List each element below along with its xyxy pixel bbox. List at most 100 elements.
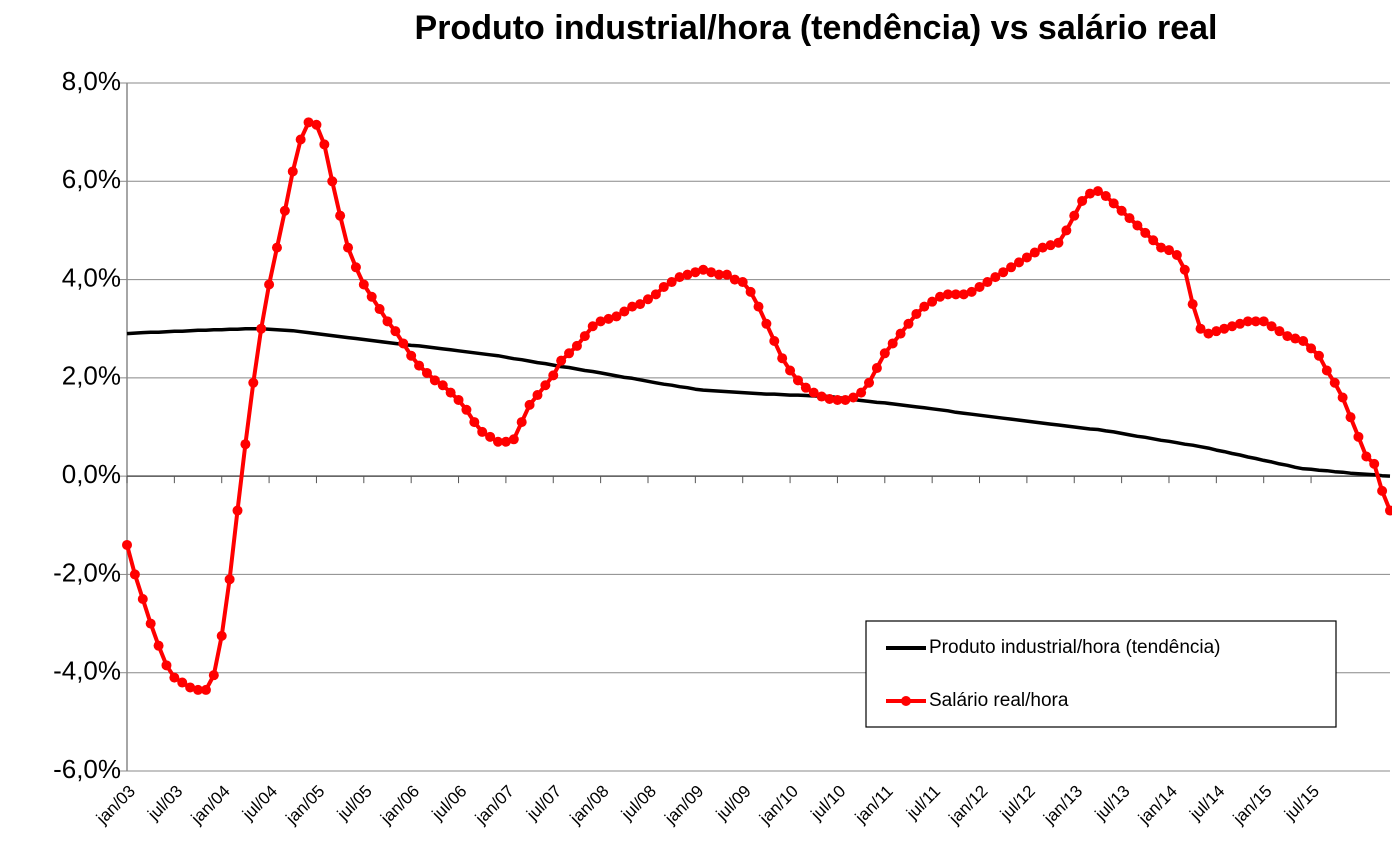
data-point bbox=[1203, 328, 1214, 339]
data-point bbox=[1313, 350, 1324, 361]
data-point bbox=[493, 436, 504, 447]
x-tick-label: jan/06 bbox=[376, 782, 423, 829]
data-point bbox=[1069, 210, 1080, 221]
data-point bbox=[627, 301, 638, 312]
data-point bbox=[232, 505, 243, 516]
data-point bbox=[414, 360, 425, 371]
x-tick-label: jul/11 bbox=[902, 782, 944, 824]
data-point bbox=[619, 306, 630, 317]
data-point bbox=[1021, 252, 1032, 263]
data-point bbox=[935, 291, 946, 302]
data-point bbox=[1345, 412, 1356, 423]
data-point bbox=[169, 672, 180, 683]
data-point bbox=[200, 684, 211, 695]
data-point bbox=[816, 391, 827, 402]
data-point bbox=[1385, 505, 1392, 516]
data-point bbox=[1195, 323, 1206, 334]
data-point bbox=[777, 353, 788, 364]
x-tick-label: jul/03 bbox=[143, 782, 186, 825]
data-point bbox=[1235, 318, 1246, 329]
data-point bbox=[1006, 262, 1017, 273]
data-point bbox=[840, 394, 851, 405]
data-point bbox=[358, 279, 369, 290]
data-point bbox=[532, 390, 543, 401]
data-point bbox=[1290, 333, 1301, 344]
series-line bbox=[125, 120, 1392, 692]
data-point bbox=[429, 375, 440, 386]
data-point bbox=[1163, 245, 1174, 256]
data-point bbox=[1179, 264, 1190, 275]
data-point bbox=[1369, 458, 1380, 469]
data-point bbox=[666, 277, 677, 288]
data-point bbox=[1211, 326, 1222, 337]
data-point bbox=[879, 348, 890, 359]
y-tick-label: 0,0% bbox=[62, 459, 121, 489]
data-point bbox=[706, 267, 717, 278]
data-point bbox=[524, 399, 535, 410]
data-point bbox=[1258, 316, 1269, 327]
x-tick-label: jul/05 bbox=[333, 782, 376, 825]
data-point bbox=[382, 316, 393, 327]
data-point bbox=[990, 272, 1001, 283]
data-point bbox=[287, 166, 298, 177]
data-point bbox=[1282, 331, 1293, 342]
x-tick-label: jul/08 bbox=[617, 782, 660, 825]
data-point bbox=[1085, 188, 1096, 199]
data-point bbox=[327, 176, 338, 187]
x-tick-label: jul/09 bbox=[712, 782, 755, 825]
legend-label: Salário real/hora bbox=[929, 690, 1069, 711]
data-point bbox=[950, 289, 961, 300]
data-point bbox=[556, 355, 567, 366]
data-point bbox=[208, 670, 219, 681]
chart-title: Produto industrial/hora (tendência) vs s… bbox=[415, 9, 1218, 47]
x-tick-label: jul/07 bbox=[522, 782, 565, 825]
data-point bbox=[406, 350, 417, 361]
data-point bbox=[153, 640, 164, 651]
x-tick-label: jan/07 bbox=[471, 782, 518, 829]
data-point bbox=[650, 289, 661, 300]
x-tick-label: jan/11 bbox=[851, 782, 897, 828]
y-tick-label: 6,0% bbox=[62, 164, 121, 194]
data-point bbox=[745, 286, 756, 297]
data-point bbox=[271, 242, 282, 253]
data-point bbox=[1156, 242, 1167, 253]
data-point bbox=[792, 375, 803, 386]
data-point bbox=[919, 301, 930, 312]
data-point bbox=[595, 316, 606, 327]
data-point bbox=[587, 321, 598, 332]
data-point bbox=[248, 377, 259, 388]
data-point bbox=[129, 569, 140, 580]
data-point bbox=[1092, 186, 1103, 197]
data-point bbox=[1045, 240, 1056, 251]
data-point bbox=[1132, 220, 1143, 231]
data-point bbox=[658, 281, 669, 292]
data-point bbox=[122, 539, 132, 550]
data-point bbox=[1100, 191, 1111, 202]
data-point bbox=[461, 404, 472, 415]
data-point bbox=[769, 336, 780, 346]
data-point bbox=[137, 594, 148, 604]
data-point bbox=[579, 331, 590, 342]
data-point bbox=[998, 267, 1009, 278]
data-point bbox=[911, 308, 922, 319]
data-point bbox=[398, 338, 409, 349]
data-point bbox=[1061, 225, 1072, 236]
data-point bbox=[1053, 237, 1064, 248]
x-tick-label: jan/05 bbox=[282, 782, 329, 829]
data-point bbox=[374, 304, 385, 315]
data-point bbox=[264, 279, 275, 290]
data-point bbox=[611, 311, 622, 322]
data-point bbox=[729, 274, 740, 285]
data-point bbox=[635, 299, 646, 310]
legend-marker bbox=[901, 696, 911, 706]
x-tick-label: jan/04 bbox=[187, 782, 234, 829]
data-point bbox=[1227, 321, 1238, 332]
data-point bbox=[335, 210, 346, 221]
data-point bbox=[1148, 235, 1159, 246]
data-point bbox=[161, 660, 172, 671]
data-point bbox=[1298, 336, 1309, 346]
data-point bbox=[366, 291, 377, 302]
data-point bbox=[1361, 451, 1372, 462]
data-point bbox=[1013, 257, 1024, 268]
